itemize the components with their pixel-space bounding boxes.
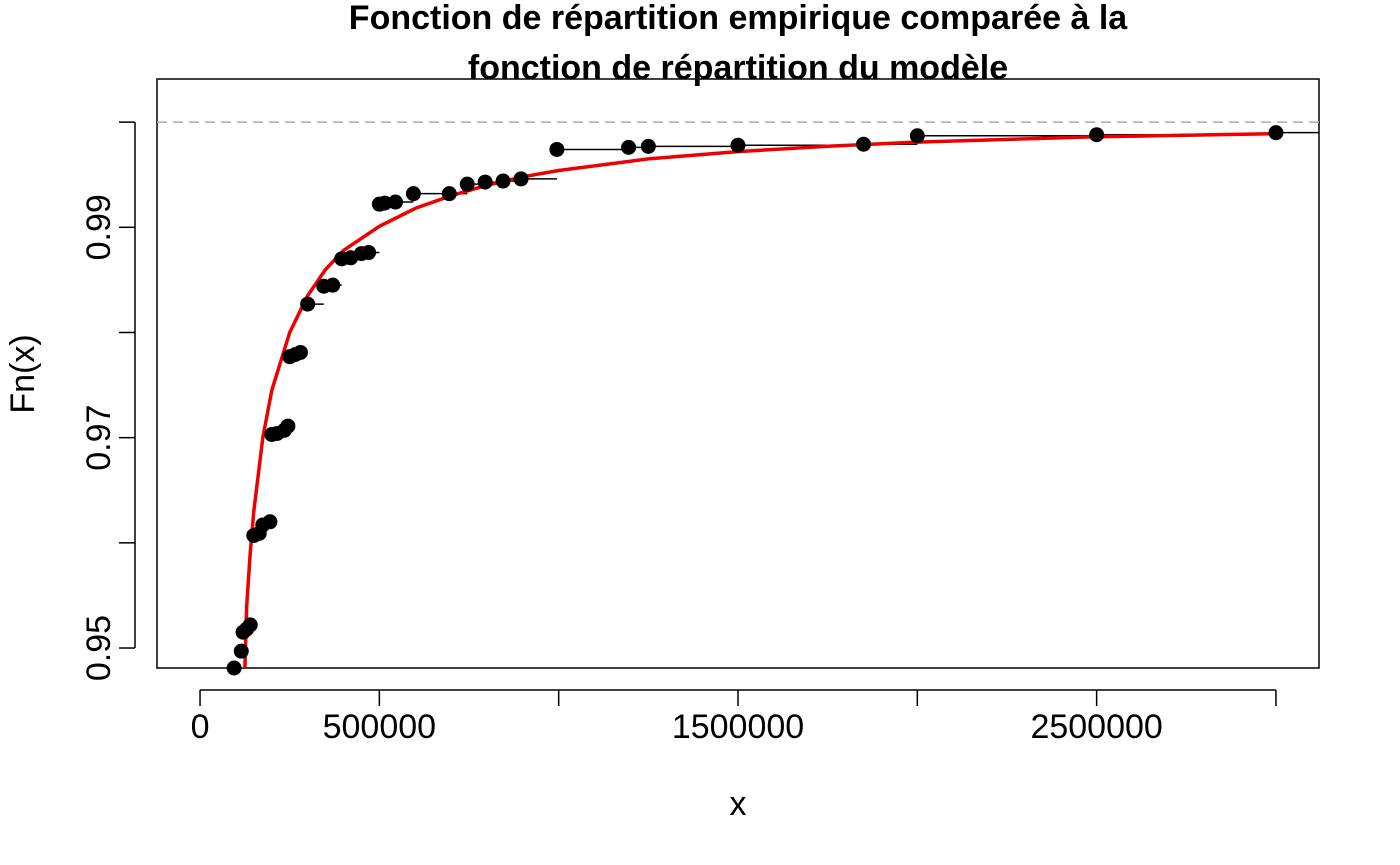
ecdf-point [730, 137, 746, 153]
ecdf-point [856, 136, 872, 152]
ecdf-point [387, 194, 403, 210]
x-tick-label: 500000 [323, 708, 436, 746]
ecdf-point [226, 660, 242, 676]
chart-title-line-2: fonction de répartition du modèle [468, 49, 1008, 87]
ecdf-point [242, 617, 258, 633]
ecdf-point [459, 176, 475, 192]
ecdf-points [226, 125, 1284, 676]
ecdf-step-segments [234, 131, 1319, 669]
ecdf-point [513, 171, 529, 187]
ecdf-point [280, 418, 296, 434]
ecdf-point [621, 139, 637, 155]
ecdf-point [405, 186, 421, 202]
ecdf-point [1089, 127, 1105, 143]
ecdf-point [549, 141, 565, 157]
ecdf-point [233, 643, 249, 659]
x-tick-label: 2500000 [1030, 708, 1162, 746]
ecdf-point [1268, 125, 1284, 141]
ecdf-point [300, 296, 316, 312]
plot-area-border [156, 78, 1320, 669]
x-axis: 0 500000 1500000 2500000 [191, 689, 1277, 746]
ecdf-point [377, 195, 393, 211]
y-axis-label: Fn(x) [4, 334, 42, 413]
ecdf-point [262, 514, 278, 530]
y-tick-label: 0.99 [80, 194, 118, 260]
x-axis-label: x [730, 785, 747, 823]
chart-title-line-1: Fonction de répartition empirique compar… [349, 0, 1128, 37]
x-tick-label: 1500000 [672, 708, 804, 746]
ecdf-point [292, 344, 308, 360]
ecdf-point [477, 174, 493, 190]
model-cdf-curve [243, 131, 1277, 669]
ecdf-point [441, 186, 457, 202]
ecdf-point [640, 138, 656, 154]
model-curve-layer [243, 131, 1277, 669]
y-tick-label: 0.95 [80, 615, 118, 681]
y-tick-label: 0.97 [80, 405, 118, 471]
y-axis: 0.95 0.97 0.99 [80, 121, 136, 681]
x-tick-label: 0 [191, 708, 210, 746]
ecdf-point [495, 173, 511, 189]
ecdf-point [361, 245, 377, 261]
ecdf-point [909, 128, 925, 144]
ecdf-point [325, 277, 341, 293]
